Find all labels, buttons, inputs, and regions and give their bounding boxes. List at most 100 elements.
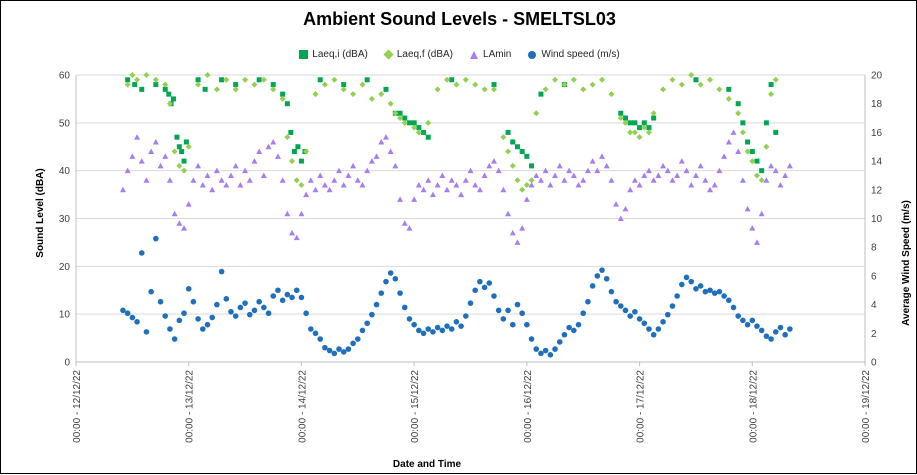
data-point bbox=[382, 134, 389, 140]
data-point bbox=[463, 313, 469, 319]
data-point bbox=[674, 172, 681, 178]
data-point bbox=[199, 182, 206, 188]
data-point bbox=[190, 177, 197, 183]
data-point bbox=[735, 313, 741, 319]
data-point bbox=[759, 168, 765, 174]
data-point bbox=[617, 115, 624, 122]
data-point bbox=[167, 326, 173, 332]
y2-axis-label: Average Wind Speed (m/s) bbox=[901, 200, 912, 326]
data-point bbox=[317, 336, 324, 342]
data-point bbox=[444, 186, 451, 193]
data-point bbox=[397, 290, 403, 296]
data-point bbox=[378, 290, 385, 296]
data-point bbox=[580, 177, 587, 183]
data-point bbox=[505, 148, 512, 155]
data-point bbox=[223, 296, 230, 302]
data-point bbox=[176, 220, 183, 226]
data-point bbox=[707, 287, 713, 294]
data-point bbox=[152, 138, 159, 145]
data-point bbox=[340, 86, 347, 93]
data-point bbox=[491, 82, 497, 88]
data-point bbox=[575, 182, 582, 188]
data-point bbox=[688, 182, 695, 188]
data-point bbox=[406, 316, 413, 322]
data-point bbox=[467, 300, 474, 306]
data-point bbox=[298, 294, 305, 301]
data-point bbox=[223, 76, 230, 83]
data-point bbox=[669, 177, 676, 183]
data-point bbox=[617, 303, 624, 309]
data-point bbox=[148, 288, 154, 295]
data-point bbox=[448, 326, 455, 332]
data-point bbox=[655, 326, 662, 332]
data-point bbox=[495, 167, 502, 174]
data-point bbox=[758, 210, 765, 217]
data-point bbox=[542, 347, 549, 354]
data-point bbox=[664, 311, 671, 318]
data-point bbox=[383, 278, 389, 285]
data-point bbox=[782, 331, 788, 338]
y2-tick-label: 10 bbox=[871, 214, 883, 225]
data-point bbox=[227, 172, 234, 178]
data-point bbox=[744, 321, 751, 328]
data-point bbox=[185, 201, 192, 207]
data-point bbox=[448, 177, 455, 183]
data-point bbox=[453, 81, 460, 88]
x-tick-label: 00:00 - 16/12/22 bbox=[523, 370, 534, 443]
data-point bbox=[185, 286, 192, 292]
legend-label-lamin: LAmin bbox=[483, 49, 512, 60]
data-point bbox=[754, 323, 760, 329]
data-point bbox=[242, 300, 248, 306]
data-point bbox=[200, 326, 206, 332]
data-point bbox=[223, 182, 230, 188]
data-point bbox=[744, 205, 751, 212]
data-point bbox=[603, 275, 610, 282]
data-point bbox=[162, 153, 169, 159]
y2-tick-label: 4 bbox=[871, 300, 877, 311]
data-point bbox=[768, 336, 774, 342]
data-point bbox=[157, 162, 164, 169]
data-point bbox=[181, 167, 188, 174]
data-point bbox=[256, 298, 262, 305]
data-point bbox=[542, 167, 549, 174]
data-point bbox=[683, 274, 690, 281]
data-point bbox=[542, 86, 549, 93]
data-point bbox=[317, 77, 323, 83]
data-point bbox=[331, 350, 338, 357]
data-point bbox=[552, 172, 559, 178]
data-point bbox=[157, 298, 164, 305]
data-point bbox=[725, 95, 732, 102]
data-point bbox=[321, 81, 328, 88]
data-point bbox=[664, 167, 671, 174]
data-point bbox=[237, 182, 244, 188]
data-point bbox=[289, 229, 296, 236]
data-point bbox=[571, 327, 577, 334]
data-point bbox=[580, 310, 587, 317]
data-point bbox=[416, 125, 422, 131]
data-point bbox=[589, 158, 596, 164]
data-point bbox=[627, 120, 633, 126]
data-point bbox=[152, 76, 159, 83]
data-point bbox=[119, 186, 126, 193]
data-point bbox=[317, 172, 324, 178]
data-point bbox=[303, 148, 310, 155]
data-point bbox=[295, 144, 301, 150]
data-point bbox=[291, 149, 297, 155]
data-point bbox=[669, 303, 676, 309]
y2-tick-label: 16 bbox=[871, 128, 883, 139]
data-point bbox=[174, 134, 180, 140]
series-laeq-f-dba bbox=[124, 72, 779, 193]
data-point bbox=[430, 329, 436, 335]
legend-label-laeq-i: Laeq,i (dBA) bbox=[312, 49, 368, 60]
data-point bbox=[439, 172, 446, 178]
data-point bbox=[693, 77, 699, 83]
data-points bbox=[119, 72, 793, 358]
data-point bbox=[387, 148, 394, 155]
data-point bbox=[547, 352, 554, 358]
data-point bbox=[669, 76, 676, 83]
data-point bbox=[575, 321, 582, 328]
data-point bbox=[228, 308, 234, 315]
data-point bbox=[500, 134, 507, 141]
data-point bbox=[368, 95, 375, 102]
data-point bbox=[218, 268, 225, 275]
